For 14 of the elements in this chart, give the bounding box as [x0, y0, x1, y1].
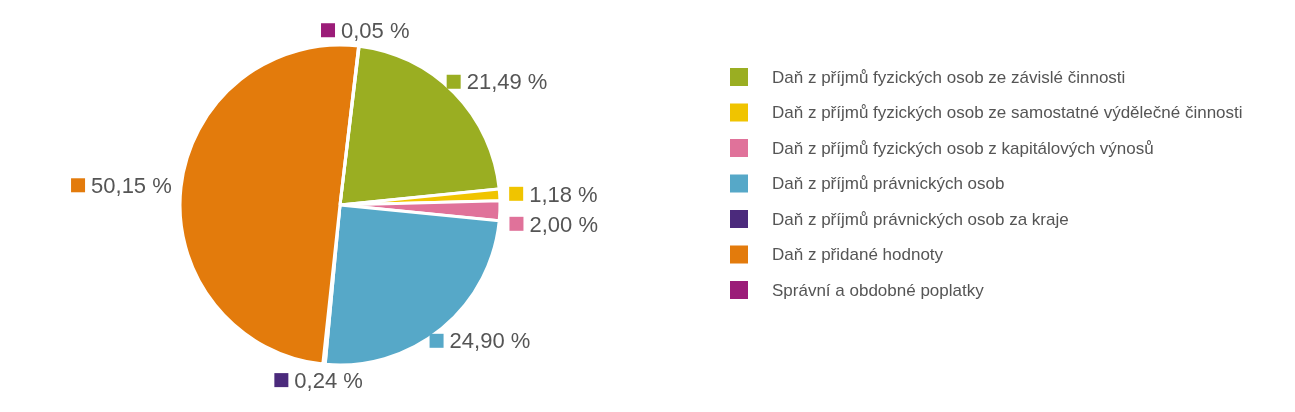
- legend-label: Daň z příjmů právnických osob za kraje: [772, 209, 1069, 229]
- data-label: 21,49 %: [466, 69, 548, 95]
- legend-label: Daň z příjmů fyzických osob z kapitálových výnosů: [772, 138, 1154, 158]
- legend-label: Daň z příjmů právnických osob: [772, 174, 1005, 194]
- data-label: 1,18 %: [529, 181, 598, 207]
- legend-label: Daň z přidané hodnoty: [772, 245, 944, 265]
- legend-label: Správní a obdobné poplatky: [772, 280, 985, 300]
- data-label: 0,05 %: [341, 17, 410, 43]
- data-label: 0,24 %: [294, 367, 363, 393]
- legend-label: Daň z příjmů fyzických osob ze závislé činnosti: [772, 67, 1126, 87]
- data-label: 24,90 %: [449, 328, 531, 354]
- data-label: 2,00 %: [529, 211, 598, 237]
- data-label: 50,15 %: [91, 172, 172, 198]
- legend-label: Daň z příjmů fyzických osob ze samostatné výdělečné činnosti: [772, 103, 1243, 123]
